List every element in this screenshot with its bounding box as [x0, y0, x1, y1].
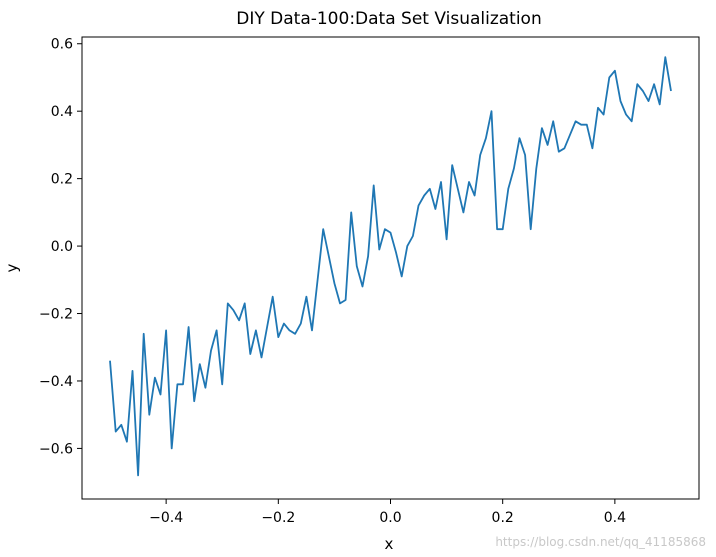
y-tick-label: 0.2	[51, 172, 73, 188]
chart-title: DIY Data-100:Data Set Visualization	[236, 9, 542, 29]
x-tick-label: −0.2	[261, 510, 295, 526]
y-tick-label: −0.2	[39, 307, 73, 323]
x-tick-label: 0.0	[379, 510, 401, 526]
plot-frame	[81, 36, 700, 500]
x-axis: −0.4 −0.2 0.0 0.2 0.4	[149, 499, 626, 526]
x-tick-label: 0.4	[604, 510, 626, 526]
watermark-text: https://blog.csdn.net/qq_41185868	[495, 535, 706, 549]
y-tick-label: 0.0	[51, 239, 73, 255]
x-axis-label: x	[385, 535, 394, 553]
y-axis: −0.6 −0.4 −0.2 0.0 0.2 0.4 0.6	[39, 37, 82, 457]
x-tick-label: 0.2	[492, 510, 514, 526]
y-tick-label: −0.4	[39, 374, 73, 390]
x-tick-label: −0.4	[149, 510, 183, 526]
y-tick-label: 0.4	[51, 104, 73, 120]
y-tick-label: −0.6	[39, 441, 73, 457]
data-series-line	[109, 56, 672, 477]
y-axis-label: y	[3, 263, 21, 272]
y-tick-label: 0.6	[51, 37, 73, 53]
